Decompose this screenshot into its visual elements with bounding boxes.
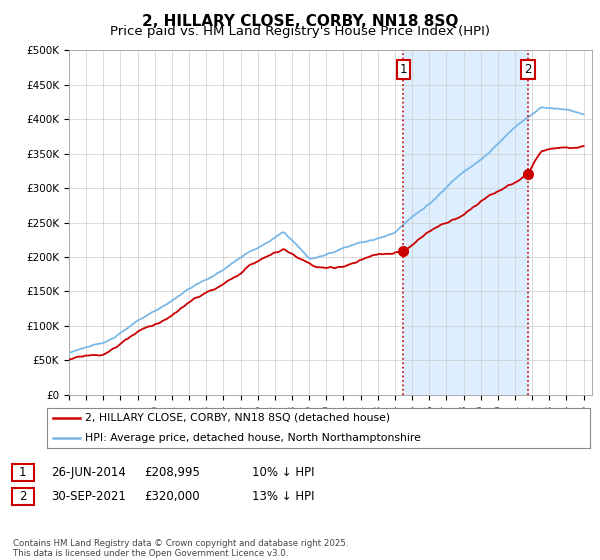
Text: 1: 1 [400,63,407,76]
Text: Contains HM Land Registry data © Crown copyright and database right 2025.
This d: Contains HM Land Registry data © Crown c… [13,539,349,558]
Text: Price paid vs. HM Land Registry's House Price Index (HPI): Price paid vs. HM Land Registry's House … [110,25,490,38]
Text: 13% ↓ HPI: 13% ↓ HPI [252,489,314,503]
Text: 2: 2 [524,63,532,76]
Bar [403,50,528,395]
Text: 10% ↓ HPI: 10% ↓ HPI [252,466,314,479]
Text: £208,995: £208,995 [144,466,200,479]
Text: 30-SEP-2021: 30-SEP-2021 [51,489,126,503]
Text: 2, HILLARY CLOSE, CORBY, NN18 8SQ: 2, HILLARY CLOSE, CORBY, NN18 8SQ [142,14,458,29]
Text: HPI: Average price, detached house, North Northamptonshire: HPI: Average price, detached house, Nort… [85,433,421,443]
Text: 26-JUN-2014: 26-JUN-2014 [51,466,126,479]
Text: 1: 1 [19,466,26,479]
Text: £320,000: £320,000 [144,489,200,503]
Text: 2: 2 [19,489,26,503]
Text: 2, HILLARY CLOSE, CORBY, NN18 8SQ (detached house): 2, HILLARY CLOSE, CORBY, NN18 8SQ (detac… [85,413,390,423]
